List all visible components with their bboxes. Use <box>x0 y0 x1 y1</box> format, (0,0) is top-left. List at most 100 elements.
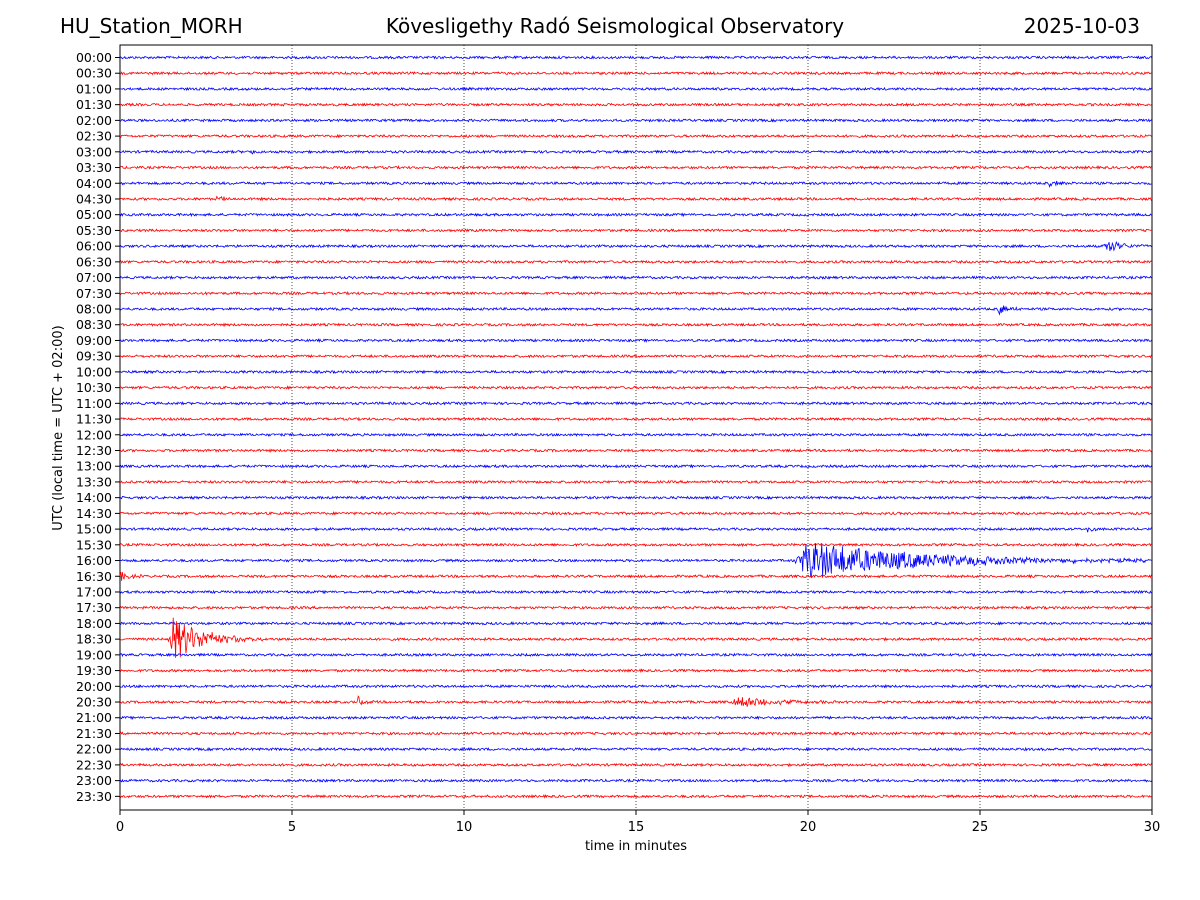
y-tick-label: 01:00 <box>76 81 112 96</box>
trace-03:30 <box>119 165 1153 170</box>
y-tick-label: 14:00 <box>76 490 112 505</box>
y-tick-label: 04:00 <box>76 176 112 191</box>
y-tick-label: 13:30 <box>76 474 112 489</box>
trace-19:00 <box>119 652 1153 658</box>
y-tick-label: 00:00 <box>76 50 112 65</box>
trace-01:00 <box>119 86 1153 92</box>
y-tick-label: 06:30 <box>76 254 112 269</box>
x-axis-ticks: 0 5 10 15 20 25 30 <box>116 810 1160 835</box>
y-axis-ticks: 00:0000:3001:0001:3002:0002:3003:0003:30… <box>76 50 120 804</box>
trace-22:30 <box>119 762 1153 768</box>
y-tick-label: 15:00 <box>76 522 112 537</box>
x-tick-label: 0 <box>116 820 124 835</box>
trace-10:30 <box>119 385 1153 390</box>
trace-15:00 <box>119 526 1153 533</box>
x-tick-label: 25 <box>972 820 989 835</box>
trace-00:30 <box>119 70 1153 76</box>
trace-09:00 <box>119 338 1153 344</box>
y-tick-label: 17:00 <box>76 584 112 599</box>
y-tick-label: 13:00 <box>76 459 112 474</box>
y-tick-label: 16:30 <box>76 569 112 584</box>
y-tick-label: 03:30 <box>76 160 112 175</box>
x-tick-label: 20 <box>800 820 817 835</box>
trace-13:30 <box>120 479 1153 485</box>
y-tick-label: 22:30 <box>76 757 112 772</box>
trace-17:30 <box>119 605 1153 611</box>
y-tick-label: 16:00 <box>76 553 112 568</box>
trace-10:00 <box>119 369 1153 375</box>
trace-07:30 <box>119 290 1153 296</box>
y-tick-label: 22:00 <box>76 742 112 757</box>
trace-04:00 <box>119 180 1153 189</box>
y-tick-label: 15:30 <box>76 537 112 552</box>
y-tick-label: 18:00 <box>76 616 112 631</box>
y-tick-label: 20:30 <box>76 695 112 710</box>
y-tick-label: 03:00 <box>76 144 112 159</box>
trace-16:00 <box>119 543 1153 579</box>
trace-02:00 <box>119 118 1153 123</box>
trace-20:00 <box>119 684 1153 689</box>
trace-22:00 <box>119 746 1153 752</box>
trace-16:30 <box>119 571 1153 581</box>
trace-06:00 <box>119 240 1153 252</box>
y-tick-label: 23:30 <box>76 789 112 804</box>
y-tick-label: 10:30 <box>76 380 112 395</box>
y-tick-label: 06:00 <box>76 239 112 254</box>
y-tick-label: 21:30 <box>76 726 112 741</box>
y-tick-label: 04:30 <box>76 191 112 206</box>
trace-20:30 <box>119 695 1153 707</box>
y-tick-label: 05:30 <box>76 223 112 238</box>
trace-23:00 <box>119 778 1153 783</box>
trace-12:00 <box>119 432 1153 438</box>
x-axis-label: time in minutes <box>585 839 687 854</box>
y-tick-label: 19:30 <box>76 663 112 678</box>
trace-09:30 <box>119 353 1153 359</box>
y-tick-label: 20:00 <box>76 679 112 694</box>
trace-08:00 <box>119 305 1153 316</box>
trace-02:30 <box>119 133 1153 139</box>
y-tick-label: 12:00 <box>76 427 112 442</box>
vertical-gridlines <box>291 45 981 810</box>
y-tick-label: 19:00 <box>76 647 112 662</box>
observatory-title: Kövesligethy Radó Seismological Observat… <box>385 14 845 38</box>
trace-08:30 <box>119 322 1153 328</box>
trace-05:00 <box>119 212 1153 218</box>
trace-04:30 <box>119 195 1153 202</box>
y-tick-label: 10:00 <box>76 364 112 379</box>
plot-date: 2025-10-03 <box>1023 14 1140 38</box>
y-tick-label: 21:00 <box>76 710 112 725</box>
trace-21:00 <box>119 715 1153 721</box>
y-tick-label: 02:00 <box>76 113 112 128</box>
y-tick-label: 07:00 <box>76 270 112 285</box>
y-tick-label: 11:00 <box>76 396 112 411</box>
x-tick-label: 30 <box>1144 820 1161 835</box>
y-tick-label: 00:30 <box>76 66 112 81</box>
trace-12:30 <box>119 448 1153 453</box>
trace-01:30 <box>119 102 1153 108</box>
trace-18:00 <box>119 621 1152 626</box>
y-tick-label: 01:30 <box>76 97 112 112</box>
y-tick-label: 05:00 <box>76 207 112 222</box>
trace-21:30 <box>119 731 1153 736</box>
trace-05:30 <box>119 228 1152 233</box>
trace-13:00 <box>119 463 1153 469</box>
y-tick-label: 23:00 <box>76 773 112 788</box>
trace-11:00 <box>119 400 1153 406</box>
x-tick-label: 5 <box>288 820 296 835</box>
y-tick-label: 18:30 <box>76 632 112 647</box>
y-tick-label: 14:30 <box>76 506 112 521</box>
y-tick-label: 08:30 <box>76 317 112 332</box>
x-tick-label: 15 <box>628 820 645 835</box>
trace-03:00 <box>119 149 1153 155</box>
trace-11:30 <box>119 416 1153 422</box>
trace-06:30 <box>119 259 1153 265</box>
trace-19:30 <box>119 668 1153 674</box>
y-axis-label: UTC (local time = UTC + 02:00) <box>51 325 66 530</box>
x-tick-label: 10 <box>456 820 473 835</box>
y-tick-label: 09:00 <box>76 333 112 348</box>
station-name: HU_Station_MORH <box>60 14 243 38</box>
trace-14:00 <box>119 495 1153 500</box>
trace-23:30 <box>119 794 1153 799</box>
trace-14:30 <box>119 510 1153 516</box>
